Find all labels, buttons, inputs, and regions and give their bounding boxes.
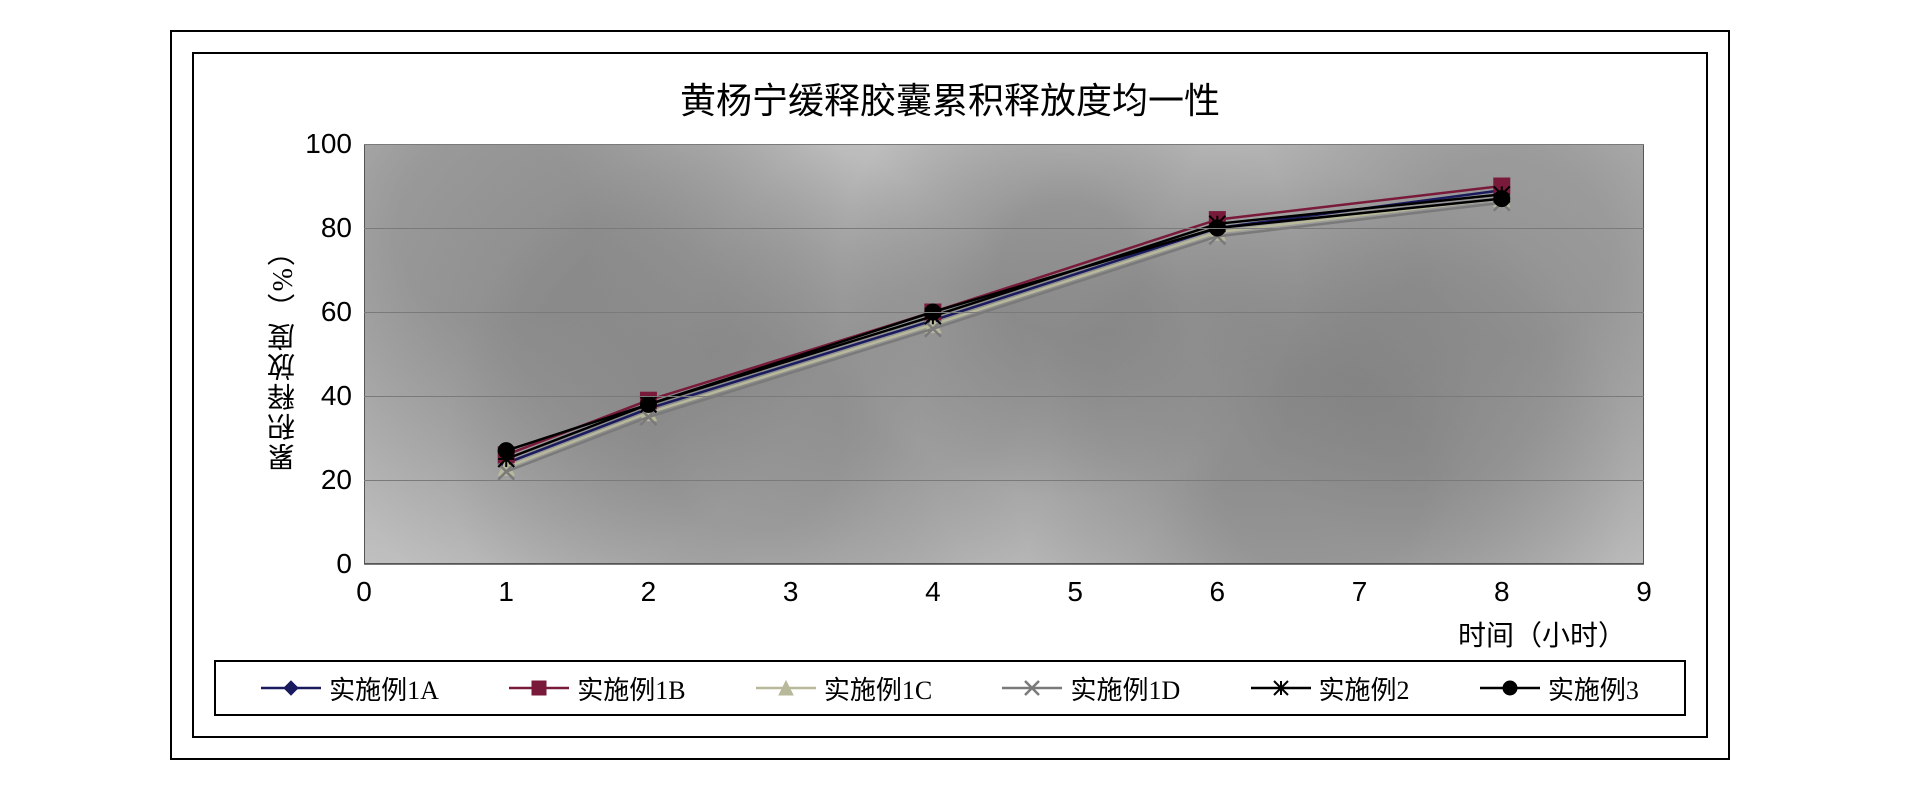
legend-swatch <box>1251 673 1311 703</box>
legend-item: 实施例1C <box>756 670 932 707</box>
y-tick-label: 80 <box>321 212 352 244</box>
x-tick-label: 1 <box>498 576 514 608</box>
y-tick-label: 60 <box>321 296 352 328</box>
y-tick-label: 0 <box>336 548 352 580</box>
plot-area: 0204060801000123456789 <box>364 144 1644 564</box>
gridline <box>364 228 1644 229</box>
legend-label: 实施例1A <box>329 670 439 707</box>
y-tick-label: 40 <box>321 380 352 412</box>
gridline <box>364 312 1644 313</box>
y-tick-label: 20 <box>321 464 352 496</box>
x-axis-label: 时间（小时） <box>1458 614 1626 654</box>
legend-item: 实施例2 <box>1251 670 1410 707</box>
legend-swatch <box>261 673 321 703</box>
gridline <box>364 144 1644 145</box>
legend-item: 实施例1B <box>509 670 685 707</box>
x-tick-label: 6 <box>1210 576 1226 608</box>
y-axis-label: 累积释放度（%） <box>264 144 304 564</box>
legend-swatch <box>1480 673 1540 703</box>
x-tick-label: 4 <box>925 576 941 608</box>
legend-label: 实施例3 <box>1548 670 1639 707</box>
chart-frame: 黄杨宁缓释胶囊累积释放度均一性 累积释放度（%） 020406080100012… <box>192 52 1708 738</box>
series-svg <box>364 144 1644 564</box>
legend-item: 实施例1A <box>261 670 439 707</box>
x-tick-label: 5 <box>1067 576 1083 608</box>
legend-swatch <box>509 673 569 703</box>
x-tick-label: 9 <box>1636 576 1652 608</box>
legend-item: 实施例3 <box>1480 670 1639 707</box>
gridline <box>364 564 1644 565</box>
x-tick-label: 2 <box>641 576 657 608</box>
legend: 实施例1A 实施例1B 实施例1C 实施例1D 实施例2 实施例3 <box>214 660 1686 716</box>
gridline <box>364 480 1644 481</box>
x-tick-label: 8 <box>1494 576 1510 608</box>
legend-label: 实施例2 <box>1319 670 1410 707</box>
legend-label: 实施例1B <box>577 670 685 707</box>
legend-label: 实施例1D <box>1070 670 1180 707</box>
legend-swatch <box>1002 673 1062 703</box>
legend-label: 实施例1C <box>824 670 932 707</box>
gridline <box>364 396 1644 397</box>
legend-item: 实施例1D <box>1002 670 1180 707</box>
outer-frame: 黄杨宁缓释胶囊累积释放度均一性 累积释放度（%） 020406080100012… <box>170 30 1730 760</box>
x-tick-label: 0 <box>356 576 372 608</box>
x-tick-label: 7 <box>1352 576 1368 608</box>
chart-title: 黄杨宁缓释胶囊累积释放度均一性 <box>194 72 1706 124</box>
x-tick-label: 3 <box>783 576 799 608</box>
legend-swatch <box>756 673 816 703</box>
y-tick-label: 100 <box>305 128 352 160</box>
